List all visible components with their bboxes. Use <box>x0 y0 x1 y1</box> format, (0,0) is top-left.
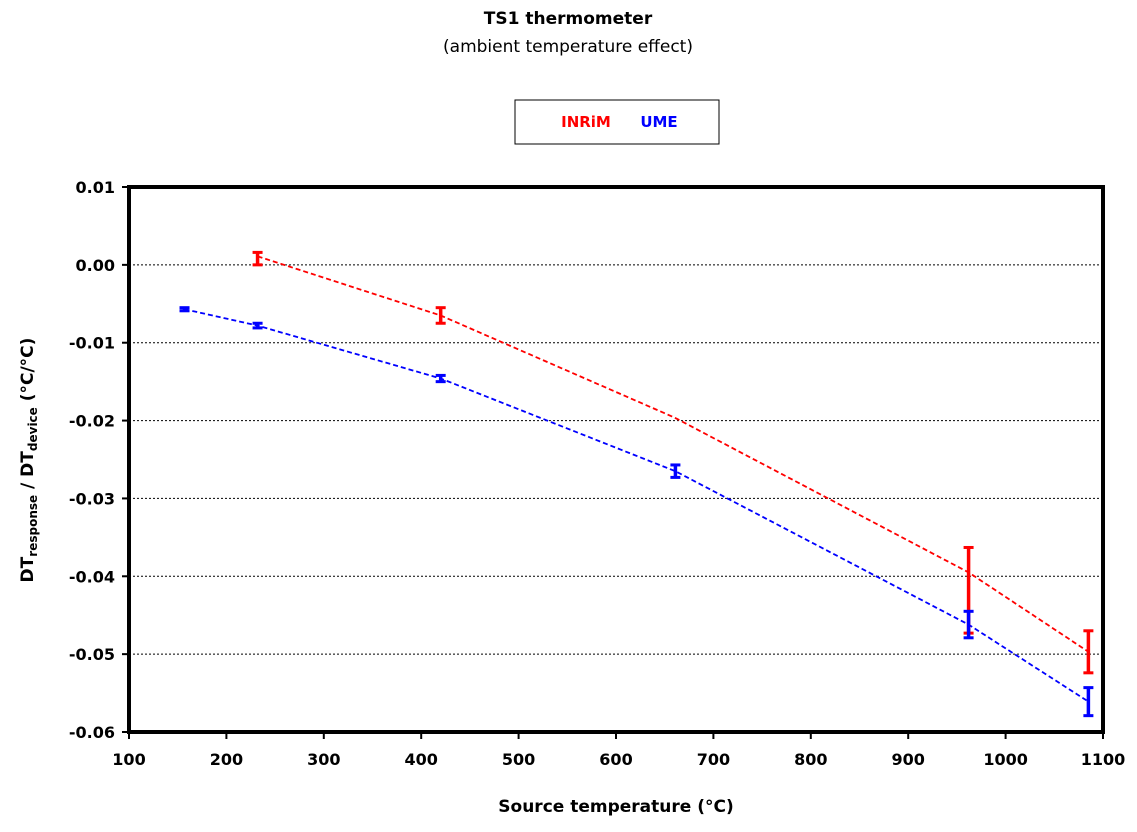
y-axis-ticks: 0.01 0.00 -0.01 -0.02 -0.03 -0.04 -0.05 -0.06 <box>69 178 129 742</box>
x-tick-label: 1100 <box>1081 750 1126 769</box>
data-point-inrim <box>252 250 263 267</box>
data-point-ume <box>670 463 681 479</box>
y-axis-label-suffix: (°C/°C) <box>18 338 38 408</box>
data-point-inrim <box>435 306 446 325</box>
x-tick-label: 200 <box>210 750 243 769</box>
y-axis-label-prefix: DT <box>18 556 38 582</box>
x-tick-label: 900 <box>891 750 924 769</box>
y-tick-label: 0.00 <box>76 256 115 275</box>
trend-lines <box>184 255 1089 703</box>
y-tick-label: -0.01 <box>69 334 115 353</box>
legend-box <box>514 99 720 145</box>
x-tick-label: 800 <box>794 750 827 769</box>
x-axis-label: Source temperature (°C) <box>498 797 733 817</box>
y-axis-label-mid: / DT <box>18 451 38 495</box>
x-tick-label: 400 <box>404 750 437 769</box>
data-point-ume <box>179 306 190 313</box>
chart-title: TS1 thermometer <box>484 9 653 29</box>
y-tick-label: -0.02 <box>69 412 115 431</box>
x-tick-label: 1000 <box>983 750 1028 769</box>
x-axis-ticks: 100 200 300 400 500 600 700 800 900 1000 1100 <box>112 732 1125 769</box>
y-tick-label: 0.01 <box>76 178 115 197</box>
x-tick-label: 500 <box>502 750 535 769</box>
x-tick-label: 700 <box>697 750 730 769</box>
plot-area-frame <box>127 185 1105 734</box>
chart-subtitle: (ambient temperature effect) <box>443 37 693 57</box>
data-point-ume <box>435 373 446 384</box>
legend: INRiM UME <box>514 99 720 145</box>
y-tick-label: -0.06 <box>69 723 115 742</box>
y-axis-label-sub-response: response <box>26 495 40 557</box>
trend-line-inrim <box>257 255 1089 653</box>
y-axis-label: DTresponse / DTdevice (°C/°C) <box>18 338 40 583</box>
data-point-ume <box>963 609 974 640</box>
legend-entry-inrim: INRiM <box>561 113 611 131</box>
data-point-ume <box>252 321 263 330</box>
legend-entry-ume: UME <box>640 113 677 131</box>
data-point-ume <box>1083 686 1094 718</box>
data-point-inrim <box>1083 629 1094 675</box>
y-tick-label: -0.04 <box>69 567 115 586</box>
x-tick-label: 300 <box>307 750 340 769</box>
y-axis-label-sub-device: device <box>26 407 40 451</box>
y-tick-label: -0.05 <box>69 645 115 664</box>
x-tick-label: 100 <box>112 750 145 769</box>
data-points <box>179 250 1094 718</box>
trend-line-ume <box>184 308 1089 703</box>
y-tick-label: -0.03 <box>69 489 115 508</box>
x-tick-label: 600 <box>599 750 632 769</box>
